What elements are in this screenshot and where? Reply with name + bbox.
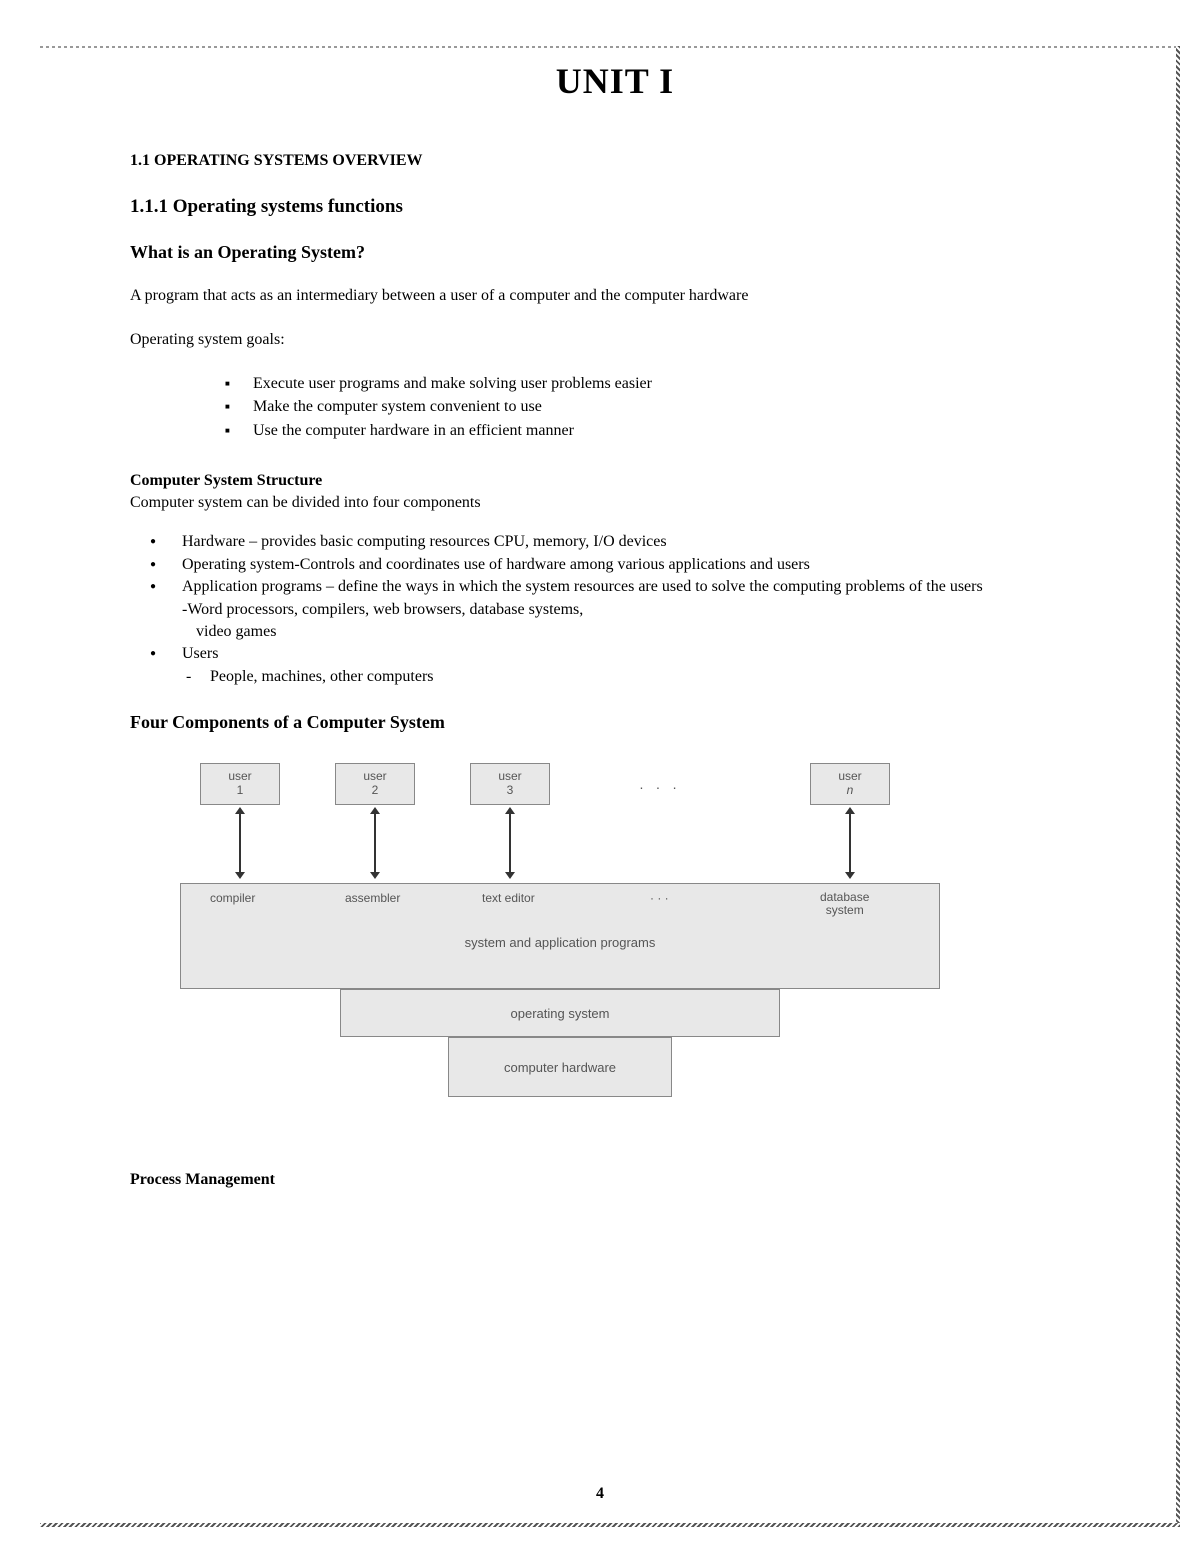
diagram-user-box-1: user 1 [200,763,280,805]
user-index-n: n [847,783,854,797]
user-label: user [363,769,386,783]
user-index: 3 [507,783,514,797]
section-1-1-heading: 1.1 OPERATING SYSTEMS OVERVIEW [130,152,1100,170]
diagram-arrow-3 [509,813,511,873]
four-components-heading: Four Components of a Computer System [130,712,1100,733]
diagram-user-box-2: user 2 [335,763,415,805]
os-goals-label: Operating system goals: [130,329,1100,351]
goal-item: Execute user programs and make solving u… [225,372,1100,395]
struct-item-hardware: Hardware – provides basic computing reso… [150,531,1100,553]
struct-item-users: Users People, machines, other computers [150,643,1100,688]
diagram-hardware-box: computer hardware [448,1037,672,1097]
unit-title: UNIT I [130,60,1100,102]
struct-apps-sub1: -Word processors, compilers, web browser… [182,599,1100,621]
sys-assembler-label: assembler [345,891,400,905]
diagram-user-box-3: user 3 [470,763,550,805]
struct-item-apps-text: Application programs – define the ways i… [182,578,983,595]
diagram-system-caption: system and application programs [180,935,940,950]
css-heading: Computer System Structure [130,472,1100,490]
four-components-diagram: user 1 user 2 user 3 · · · user n [180,763,940,1103]
page-border-bottom [40,1523,1180,1527]
diagram-os-box: operating system [340,989,780,1037]
user-index: 1 [237,783,244,797]
page-number: 4 [0,1485,1200,1503]
sys-compiler-label: compiler [210,891,255,905]
struct-item-apps: Application programs – define the ways i… [150,576,1100,643]
user-index: 2 [372,783,379,797]
goal-item: Use the computer hardware in an efficien… [225,419,1100,442]
sys-texteditor-label: text editor [482,891,535,905]
user-label: user [228,769,251,783]
process-management-heading: Process Management [130,1171,1100,1189]
struct-users-label: Users [182,645,218,662]
document-page: UNIT I 1.1 OPERATING SYSTEMS OVERVIEW 1.… [0,0,1200,1553]
os-goals-list: Execute user programs and make solving u… [225,372,1100,442]
structure-list: Hardware – provides basic computing reso… [150,531,1100,688]
diagram-arrow-2 [374,813,376,873]
struct-apps-sub2: video games [196,621,1100,643]
page-border-top [40,46,1180,48]
section-1-1-1-heading: 1.1.1 Operating systems functions [130,196,1100,218]
page-content: UNIT I 1.1 OPERATING SYSTEMS OVERVIEW 1.… [130,60,1100,1189]
diagram-arrow-1 [239,813,241,873]
goal-item: Make the computer system convenient to u… [225,395,1100,418]
what-is-os-heading: What is an Operating System? [130,242,1100,263]
page-border-right [1176,46,1180,1527]
user-label: user [498,769,521,783]
sys-db-label: database system [820,891,869,917]
os-definition-text: A program that acts as an intermediary b… [130,285,1100,307]
struct-item-os: Operating system-Controls and coordinate… [150,554,1100,576]
css-intro-text: Computer system can be divided into four… [130,492,1100,514]
diagram-user-box-n: user n [810,763,890,805]
sys-dots-label: · · · [650,891,669,905]
struct-users-sub: People, machines, other computers [186,666,1100,688]
diagram-arrow-n [849,813,851,873]
user-label: user [838,769,861,783]
diagram-users-ellipsis: · · · [630,779,690,795]
